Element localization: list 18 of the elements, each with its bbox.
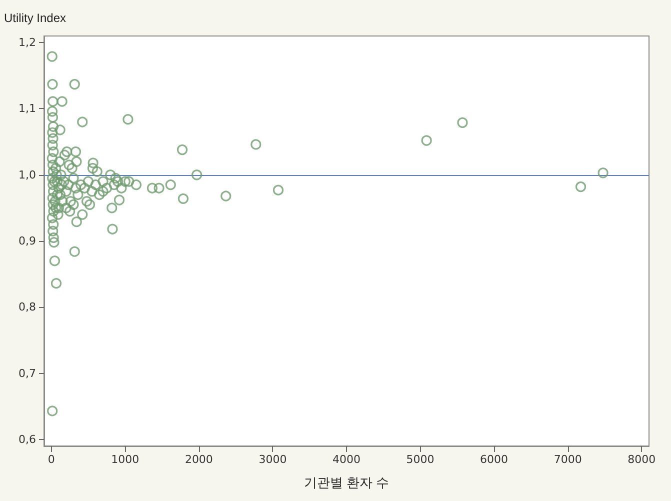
x-axis-title: 기관별 환자 수: [304, 475, 390, 490]
x-tick-label: 8000: [628, 453, 656, 466]
y-tick-label: 0,8: [18, 300, 36, 314]
x-tick-label: 5000: [406, 453, 434, 466]
y-tick-label: 1,0: [18, 168, 36, 182]
y-tick-label: 0,7: [18, 366, 36, 380]
y-tick-label: 1,1: [18, 102, 36, 116]
x-tick-label: 0: [48, 453, 55, 466]
x-tick-label: 7000: [554, 453, 582, 466]
x-tick-label: 3000: [258, 453, 287, 466]
y-tick-label: 1,2: [18, 36, 36, 50]
x-tick-label: 4000: [332, 453, 360, 466]
x-tick-label: 6000: [480, 453, 508, 466]
y-axis-title: Utility Index: [4, 11, 66, 25]
x-tick-label: 1000: [111, 453, 140, 466]
y-tick-label: 0,9: [18, 234, 36, 248]
y-tick-label: 0,6: [18, 432, 36, 446]
x-tick-label: 2000: [184, 453, 213, 466]
